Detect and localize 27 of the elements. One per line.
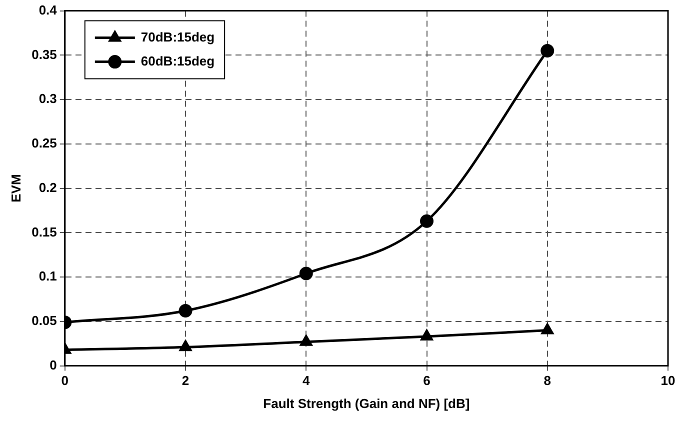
y-tick-label: 0.2 xyxy=(38,180,57,195)
y-tick-label: 0.05 xyxy=(32,313,57,328)
point xyxy=(178,304,192,318)
y-tick-label: 0.35 xyxy=(32,46,57,62)
y-tick-label: 0.3 xyxy=(38,91,57,106)
y-tick-label: 0.15 xyxy=(32,224,57,240)
x-tick-label: 2 xyxy=(182,373,190,388)
x-tick-label: 8 xyxy=(544,373,551,388)
point xyxy=(420,330,433,341)
y-axis-title: EVM xyxy=(8,174,24,202)
y-tick-label: 0.4 xyxy=(38,2,58,18)
point xyxy=(180,340,192,352)
legend-label: 70dB:15deg xyxy=(140,29,215,44)
x-tick-label: 0 xyxy=(61,373,69,388)
x-tick-label: 6 xyxy=(423,373,430,388)
legend-label: 60dB:15deg xyxy=(140,53,215,68)
point xyxy=(300,335,312,346)
point xyxy=(541,324,554,334)
x-axis-title: Fault Strength (Gain and NF) [dB] xyxy=(263,396,470,411)
point xyxy=(420,214,434,228)
y-tick-label: 0.25 xyxy=(32,136,57,151)
x-tick-label: 10 xyxy=(660,373,676,388)
y-tick-label: 0 xyxy=(50,357,57,372)
y-tick-label: 0.1 xyxy=(38,268,57,284)
x-tick-label: 4 xyxy=(302,373,311,388)
point xyxy=(299,266,313,280)
point xyxy=(540,44,554,58)
